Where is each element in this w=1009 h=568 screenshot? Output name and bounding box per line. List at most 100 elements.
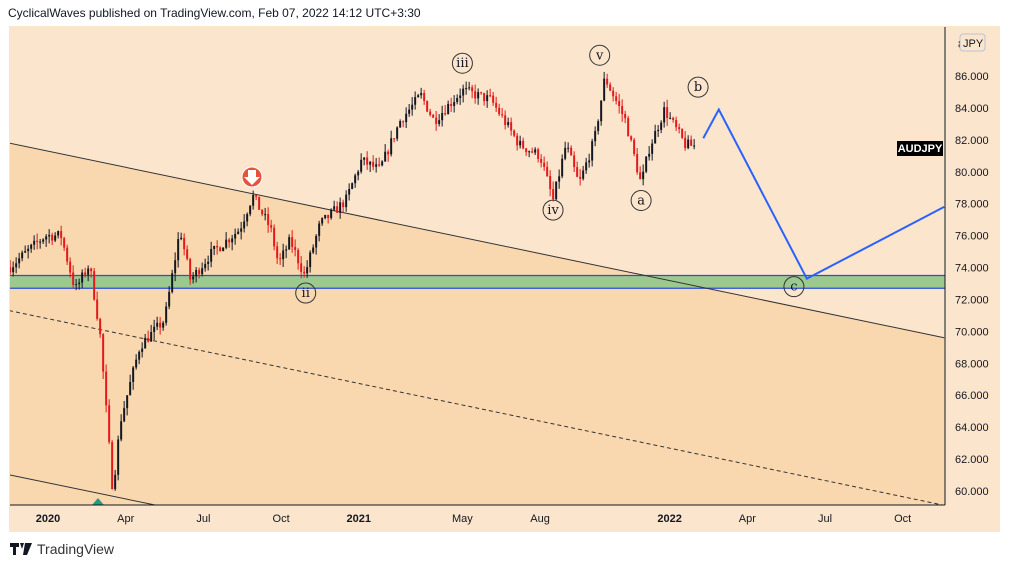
candle-body: [315, 235, 318, 248]
candle-body: [363, 157, 366, 160]
candle: [390, 130, 393, 157]
candle-body: [210, 249, 213, 262]
support-zone: [10, 275, 945, 289]
candle: [207, 255, 210, 271]
candle-body: [639, 172, 642, 180]
candle: [678, 123, 681, 134]
candle: [285, 245, 288, 259]
candle: [450, 97, 453, 113]
candle: [408, 103, 411, 117]
wave-label-circle: [687, 76, 709, 98]
candle: [303, 266, 306, 278]
candle: [684, 131, 687, 151]
candle: [333, 200, 336, 212]
candle: [429, 108, 432, 117]
candle: [192, 272, 195, 284]
candle-body: [510, 122, 513, 131]
candle-body: [567, 147, 570, 149]
candle-body: [507, 122, 510, 126]
candle-body: [561, 158, 564, 177]
candle: [456, 94, 459, 105]
price-tick: 78.000: [955, 199, 989, 211]
candle-body: [24, 251, 27, 253]
candle-body: [621, 105, 624, 114]
candle: [33, 235, 36, 250]
candle: [324, 214, 327, 220]
candle-body: [558, 176, 561, 182]
candle: [309, 250, 312, 273]
candle: [474, 84, 477, 104]
candle-body: [450, 103, 453, 106]
candle-body: [192, 276, 195, 280]
candle-body: [150, 331, 153, 342]
price-tick: 60.000: [955, 486, 989, 498]
candle: [642, 164, 645, 186]
candle-body: [258, 196, 261, 210]
candle: [588, 153, 591, 168]
price-tick: 66.000: [955, 390, 989, 402]
candle-body: [441, 113, 444, 121]
candle-body: [87, 268, 90, 275]
candle: [339, 197, 342, 219]
candle: [531, 147, 534, 154]
candle: [141, 342, 144, 358]
tradingview-brand[interactable]: TradingView: [10, 541, 114, 557]
candle: [480, 91, 483, 95]
candle-body: [603, 78, 606, 101]
candle-body: [270, 225, 273, 228]
candle: [549, 170, 552, 197]
candle: [18, 252, 21, 269]
candle: [78, 278, 81, 290]
candle-body: [291, 237, 294, 248]
candle: [273, 224, 276, 251]
time-tick: 2021: [347, 513, 371, 525]
candle-body: [648, 153, 651, 157]
candle-body: [642, 171, 645, 180]
candle: [111, 440, 114, 490]
candle-body: [228, 239, 231, 243]
candle: [144, 333, 147, 349]
candle: [513, 129, 516, 138]
candle: [516, 132, 519, 151]
candle-body: [105, 371, 108, 406]
candle-body: [693, 145, 696, 147]
candle-body: [552, 189, 555, 200]
candle: [225, 232, 228, 250]
price-tick: 72.000: [955, 294, 989, 306]
candle-body: [153, 326, 156, 332]
candle: [354, 173, 357, 188]
candle: [270, 219, 273, 233]
candle: [189, 257, 192, 285]
candle: [45, 234, 48, 247]
candle-body: [681, 129, 684, 138]
candle: [351, 182, 354, 190]
candle-body: [537, 149, 540, 159]
candle: [261, 209, 264, 217]
candle: [492, 91, 495, 106]
candle: [459, 88, 462, 105]
publish-header: CyclicalWaves published on TradingView.c…: [8, 6, 421, 20]
candle: [147, 330, 150, 343]
candle-body: [288, 237, 291, 250]
candle: [291, 230, 294, 253]
candle-body: [630, 136, 633, 140]
candle: [267, 207, 270, 233]
candle: [360, 153, 363, 174]
candle: [582, 165, 585, 181]
wave-label-circle: [589, 44, 611, 66]
candle: [399, 119, 402, 128]
candle: [231, 234, 234, 251]
candle-body: [57, 231, 60, 236]
wave-label-a: a: [637, 193, 645, 208]
candle: [438, 114, 441, 127]
currency-label: JPY: [963, 38, 984, 50]
candle: [501, 108, 504, 118]
candle-body: [42, 239, 45, 242]
channel-fill: [10, 143, 945, 505]
symbol-label: AUDJPY: [898, 143, 943, 155]
candle: [105, 364, 108, 413]
candle: [150, 324, 153, 342]
candle: [135, 354, 138, 370]
candle-body: [372, 161, 375, 167]
